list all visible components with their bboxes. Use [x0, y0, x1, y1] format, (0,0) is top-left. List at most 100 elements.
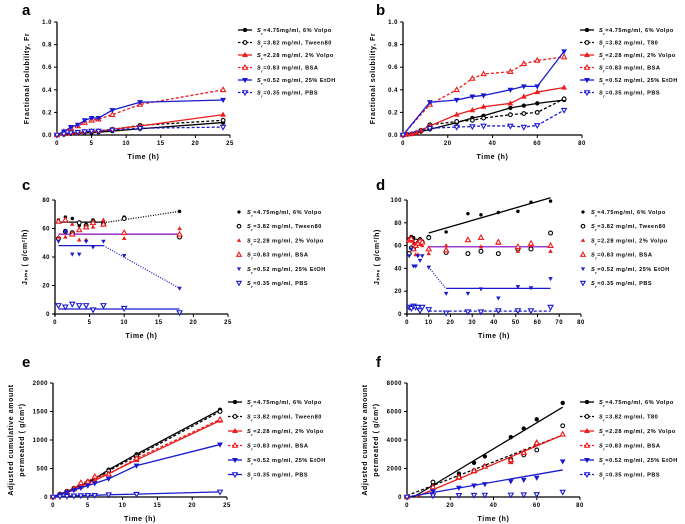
data-point — [426, 235, 432, 241]
legend-label: Sr=2.28 mg/ml, 2% Volpo — [247, 238, 324, 246]
data-point — [520, 449, 528, 456]
legend: Sr=4.75mg/ml, 6% Volpo Sr=3.82 mg/ml, Twe… — [235, 210, 325, 289]
fit-line — [103, 210, 180, 224]
data-point — [520, 124, 528, 131]
data-point — [88, 116, 95, 122]
data-point — [91, 492, 99, 499]
y-tick-label: 0.0 — [388, 133, 398, 139]
data-point — [121, 236, 127, 241]
legend-label: Sr=0.35 mg/ml, PBS — [247, 281, 308, 289]
data-point — [469, 107, 476, 113]
data-point — [560, 107, 568, 114]
legend-label: Sr=3.82 mg/ml, Tween80 — [591, 224, 666, 232]
data-point — [430, 489, 436, 495]
legend-label: Sr=4.75mg/ml, 6% Volpo — [599, 28, 674, 36]
legend-label: Sr=0.35 mg/ml, PBS — [247, 473, 308, 481]
legend-label: Sr=0.52 mg/ml, 25% EtOH — [257, 78, 336, 86]
data-point — [219, 124, 227, 131]
data-point — [507, 100, 514, 106]
x-tick-label: 20 — [444, 141, 452, 147]
legend-item: Sr=0.35 mg/ml, PBS — [235, 280, 308, 289]
data-point — [480, 103, 487, 109]
data-point — [529, 200, 533, 205]
legend-label: Sr=2.28 mg/ml, 2% Volpo — [591, 238, 668, 246]
data-point — [547, 241, 554, 248]
x-tick-label: 10 — [120, 320, 128, 326]
data-point — [217, 409, 223, 414]
legend-marker — [580, 267, 586, 272]
legend-item: Sr=3.82 mg/ml, Tween80 — [238, 40, 332, 49]
data-point — [534, 84, 541, 90]
data-point — [443, 243, 449, 248]
data-point — [61, 304, 69, 311]
legend-marker — [579, 251, 587, 257]
legend-item: Sr=0.52 mg/ml, 25% EtOH — [236, 267, 325, 274]
legend: Sr=4.75mg/ml, 6% Volpo Sr=3.82 mg/ml, Twe… — [228, 399, 326, 481]
series-5 — [405, 303, 554, 317]
data-point — [471, 460, 477, 465]
x-tick-label: 5 — [86, 503, 90, 509]
legend-item: Sr=4.75mg/ml, 6% Volpo — [580, 399, 673, 408]
legend: Sr=4.75mg/ml, 6% Volpo Sr=3.82 mg/ml, T80… — [580, 399, 677, 481]
x-axis-label: Time (h) — [478, 516, 510, 523]
legend-item: Sr=4.75mg/ml, 6% Volpo — [581, 210, 665, 218]
legend-label: Sr=0.35 mg/ml, PBS — [599, 473, 660, 481]
data-point — [559, 430, 567, 437]
data-point — [527, 239, 535, 246]
data-point — [561, 84, 567, 90]
series-3 — [49, 415, 224, 500]
data-point — [560, 423, 566, 429]
data-point — [406, 254, 412, 259]
data-point — [407, 235, 415, 242]
panel-c: c 0 5 10 15 20 25 0 20 40 60 80 Time (h) Jₛᵢₙₑ ( g/cm… — [22, 177, 325, 340]
data-point — [418, 304, 426, 311]
x-tick-label: 20 — [446, 503, 454, 509]
data-point — [409, 247, 414, 252]
x-tick-label: 0 — [53, 320, 57, 326]
fit-line — [413, 406, 564, 498]
data-point — [426, 265, 431, 270]
data-point — [70, 221, 75, 226]
data-point — [67, 125, 74, 131]
data-point — [220, 117, 226, 123]
legend-label: Sr=3.82 mg/ml, T80 — [599, 415, 658, 423]
data-point — [136, 125, 144, 132]
data-point — [176, 310, 183, 317]
legend-marker — [231, 472, 239, 479]
data-point — [411, 240, 416, 245]
panel-letter: d — [376, 177, 385, 194]
legend-item: Sr=4.75mg/ml, 6% Volpo — [237, 210, 322, 218]
legend-item: Sr=2.28 mg/ml, 2% Volpo — [580, 427, 676, 437]
legend-marker — [231, 441, 239, 448]
data-point — [535, 101, 540, 106]
legend-label: Sr=0.52 mg/ml, 25% EtOH — [247, 458, 326, 466]
legend-label: Sr=3.82 mg/ml, Tween80 — [257, 41, 332, 49]
data-point — [430, 479, 436, 485]
data-point — [534, 417, 539, 422]
data-point — [521, 103, 527, 108]
legend-item: Sr=0.35 mg/ml, PBS — [238, 90, 318, 98]
y-tick-label: 1500 — [33, 410, 49, 416]
data-point — [429, 493, 437, 500]
y-tick-label: 0.2 — [42, 110, 52, 116]
data-point — [508, 105, 513, 111]
series-5 — [403, 489, 567, 501]
x-tick-label: 50 — [512, 320, 520, 326]
panel-f: f 0 20 40 60 80 0 2000 4000 6000 8000 Time (h) Adjus… — [362, 354, 677, 523]
data-point — [482, 454, 488, 459]
data-point — [418, 238, 426, 245]
data-point — [109, 127, 116, 134]
legend-marker — [583, 90, 591, 97]
legend-label: Sr=4.75mg/ml, 6% Volpo — [247, 210, 322, 218]
data-point — [49, 494, 57, 501]
data-point — [514, 243, 522, 250]
data-point — [521, 426, 526, 431]
legend-label: Sr=2.28 mg/ml, 2% Volpo — [599, 429, 676, 437]
data-point — [137, 100, 143, 106]
y-tick-label: 60 — [394, 244, 402, 250]
data-point — [478, 248, 484, 254]
data-point — [478, 287, 484, 292]
legend-marker — [584, 414, 590, 419]
data-point — [403, 494, 411, 501]
x-tick-label: 0 — [405, 503, 409, 509]
